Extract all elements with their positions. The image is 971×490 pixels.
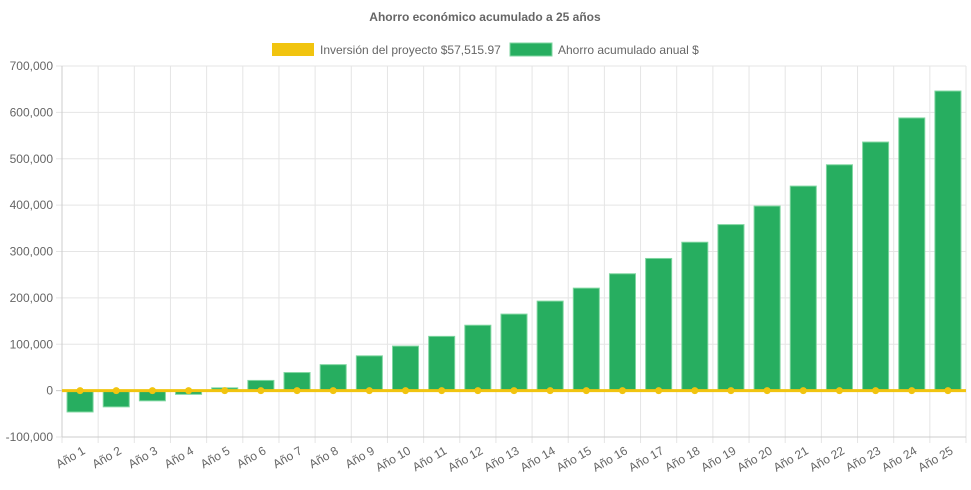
bar-año-11: [428, 335, 456, 392]
investment-point: [691, 387, 699, 395]
investment-line: [62, 387, 966, 395]
x-tick-label: Año 21: [771, 443, 811, 474]
x-tick-label: Año 1: [53, 443, 87, 471]
bar-año-12: [464, 324, 492, 392]
bar-año-14: [536, 300, 564, 392]
bar-año-25: [934, 90, 962, 392]
investment-point: [438, 387, 446, 395]
x-tick-label: Año 12: [445, 443, 485, 474]
x-tick-label: Año 9: [343, 443, 377, 471]
y-tick-label: 400,000: [10, 198, 54, 212]
x-tick-label: Año 8: [307, 443, 341, 471]
investment-point: [221, 387, 229, 395]
x-tick-label: Año 22: [807, 443, 847, 474]
bar-año-20: [753, 205, 781, 392]
investment-point: [112, 387, 120, 395]
grid: [56, 65, 967, 443]
y-tick-label: -100,000: [6, 430, 54, 444]
investment-point: [76, 387, 84, 395]
bar-año-18: [681, 241, 709, 392]
x-tick-label: Año 11: [410, 443, 449, 474]
y-tick-label: 100,000: [10, 337, 54, 351]
investment-point: [329, 387, 337, 395]
legend-label-savings[interactable]: Ahorro acumulado anual $: [558, 43, 699, 57]
bar-año-8: [319, 364, 347, 392]
y-axis: -100,000 0 100,000 200,000 300,000 400,000 500…: [6, 59, 54, 444]
investment-point: [835, 387, 843, 395]
x-tick-label: Año 16: [590, 443, 630, 474]
legend-label-investment[interactable]: Inversión del proyecto $57,515.97: [320, 43, 501, 57]
x-tick-label: Año 3: [126, 443, 160, 471]
bar-año-21: [789, 185, 817, 392]
x-tick-label: Año 24: [879, 443, 919, 474]
x-tick-label: Año 15: [554, 443, 594, 474]
investment-point: [365, 387, 373, 395]
bar-año-10: [392, 345, 420, 392]
investment-point: [727, 387, 735, 395]
bar-año-13: [500, 313, 528, 392]
investment-point: [474, 387, 482, 395]
bar-año-24: [898, 117, 926, 392]
investment-point: [763, 387, 771, 395]
bar-año-9: [355, 355, 383, 392]
y-tick-label: 0: [46, 384, 53, 398]
bar-año-15: [572, 287, 600, 392]
y-tick-label: 300,000: [10, 245, 54, 259]
investment-point: [293, 387, 301, 395]
investment-point: [618, 387, 626, 395]
x-tick-label: Año 14: [518, 443, 558, 474]
investment-point: [185, 387, 193, 395]
x-tick-label: Año 5: [198, 443, 232, 471]
x-tick-label: Año 4: [162, 443, 196, 471]
chart-title: Ahorro económico acumulado a 25 años: [369, 10, 601, 24]
x-tick-label: Año 20: [735, 443, 775, 474]
bar-año-16: [608, 273, 636, 392]
x-axis: Año 1 Año 2 Año 3 Año 4 Año 5 Año 6 Año 7 Año 8…: [53, 443, 955, 474]
x-tick-label: Año 2: [90, 443, 124, 471]
investment-point: [582, 387, 590, 395]
x-tick-label: Año 25: [915, 443, 955, 474]
investment-point: [944, 387, 952, 395]
investment-point: [510, 387, 518, 395]
investment-point: [655, 387, 663, 395]
x-tick-label: Año 7: [270, 443, 304, 471]
investment-point: [402, 387, 410, 395]
y-tick-label: 600,000: [10, 105, 54, 119]
x-tick-label: Año 13: [482, 443, 522, 474]
x-tick-label: Año 17: [626, 443, 666, 474]
x-tick-label: Año 6: [234, 443, 268, 471]
x-tick-label: Año 23: [843, 443, 883, 474]
legend-swatch-savings[interactable]: [509, 42, 553, 57]
bars: [66, 90, 962, 413]
x-tick-label: Año 19: [699, 443, 739, 474]
y-tick-label: 200,000: [10, 291, 54, 305]
investment-point: [257, 387, 265, 395]
bar-año-19: [717, 224, 745, 392]
legend: Inversión del proyecto $57,515.97 Ahorro…: [272, 42, 699, 57]
y-tick-label: 700,000: [10, 59, 54, 73]
investment-point: [908, 387, 916, 395]
investment-point: [148, 387, 156, 395]
bar-año-22: [825, 164, 853, 392]
x-tick-label: Año 10: [373, 443, 413, 474]
investment-point: [799, 387, 807, 395]
bar-año-23: [862, 141, 890, 392]
x-tick-label: Año 18: [662, 443, 702, 474]
legend-swatch-investment[interactable]: [272, 43, 314, 56]
investment-point: [872, 387, 880, 395]
bar-año-17: [645, 257, 673, 392]
y-tick-label: 500,000: [10, 152, 54, 166]
investment-point: [546, 387, 554, 395]
